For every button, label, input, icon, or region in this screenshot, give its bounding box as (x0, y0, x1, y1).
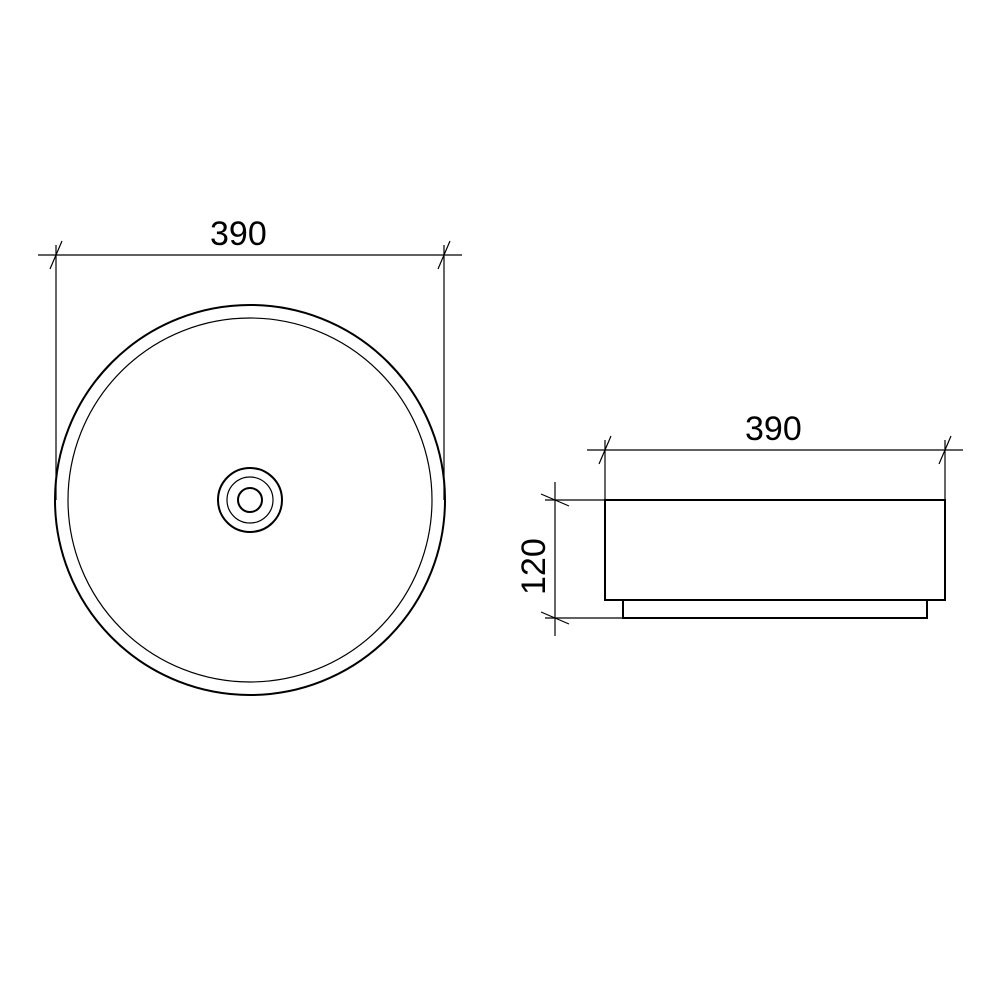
dim-top-width: 390 (210, 215, 267, 253)
dim-side-height: 120 (515, 538, 553, 595)
technical-drawing: 390 390 120 (0, 0, 1000, 1000)
side-view (605, 500, 945, 618)
dim-side-width: 390 (745, 410, 802, 448)
top-view (55, 305, 445, 695)
